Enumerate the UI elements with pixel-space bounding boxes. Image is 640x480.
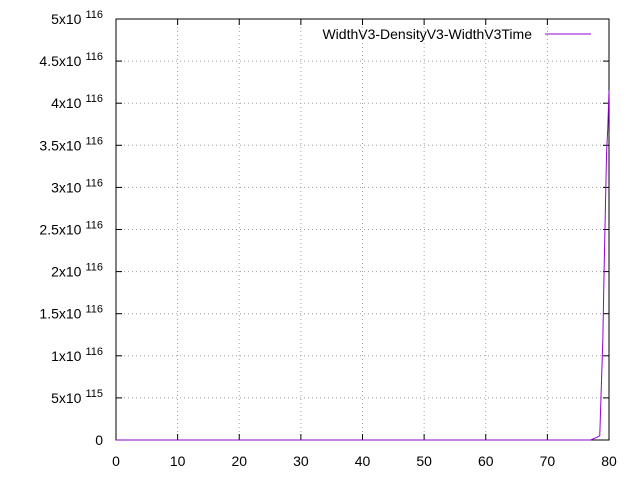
x-tick-label: 0 — [112, 453, 120, 469]
y-tick-label: 2x10 116 — [51, 262, 103, 280]
grid-lines — [116, 19, 609, 440]
x-tick-label: 30 — [293, 453, 309, 469]
y-tick-label: 2.5x10 116 — [39, 220, 103, 238]
y-tick-label: 1x10 116 — [51, 346, 103, 364]
y-tick-label: 5x10 115 — [51, 388, 103, 406]
x-tick-label: 20 — [231, 453, 247, 469]
y-tick-label: 4x10 116 — [51, 93, 103, 111]
x-tick-label: 80 — [601, 453, 617, 469]
tick-labels: 0 10 20 30 40 50 60 70 80 0 5x10 115 1x10 116 1.5x10 11… — [39, 9, 617, 469]
x-tick-label: 10 — [170, 453, 186, 469]
y-tick-label: 5x10 116 — [51, 9, 103, 27]
x-tick-label: 60 — [478, 453, 494, 469]
y-tick-label: 3.5x10 116 — [39, 135, 103, 153]
x-tick-label: 50 — [416, 453, 432, 469]
plot-frame — [115, 18, 610, 441]
y-tick-label: 3x10 116 — [51, 177, 103, 195]
axis-ticks — [115, 18, 610, 441]
series-line — [116, 90, 610, 441]
x-tick-label: 40 — [355, 453, 371, 469]
y-tick-label: 4.5x10 116 — [39, 51, 103, 69]
x-tick-label: 70 — [540, 453, 556, 469]
series-lines — [116, 90, 610, 441]
y-tick-label: 1.5x10 116 — [39, 304, 103, 322]
legend-label: WidthV3-DensityV3-WidthV3Time — [322, 26, 532, 42]
legend: WidthV3-DensityV3-WidthV3Time — [322, 26, 591, 42]
y-tick-label: 0 — [95, 432, 103, 448]
